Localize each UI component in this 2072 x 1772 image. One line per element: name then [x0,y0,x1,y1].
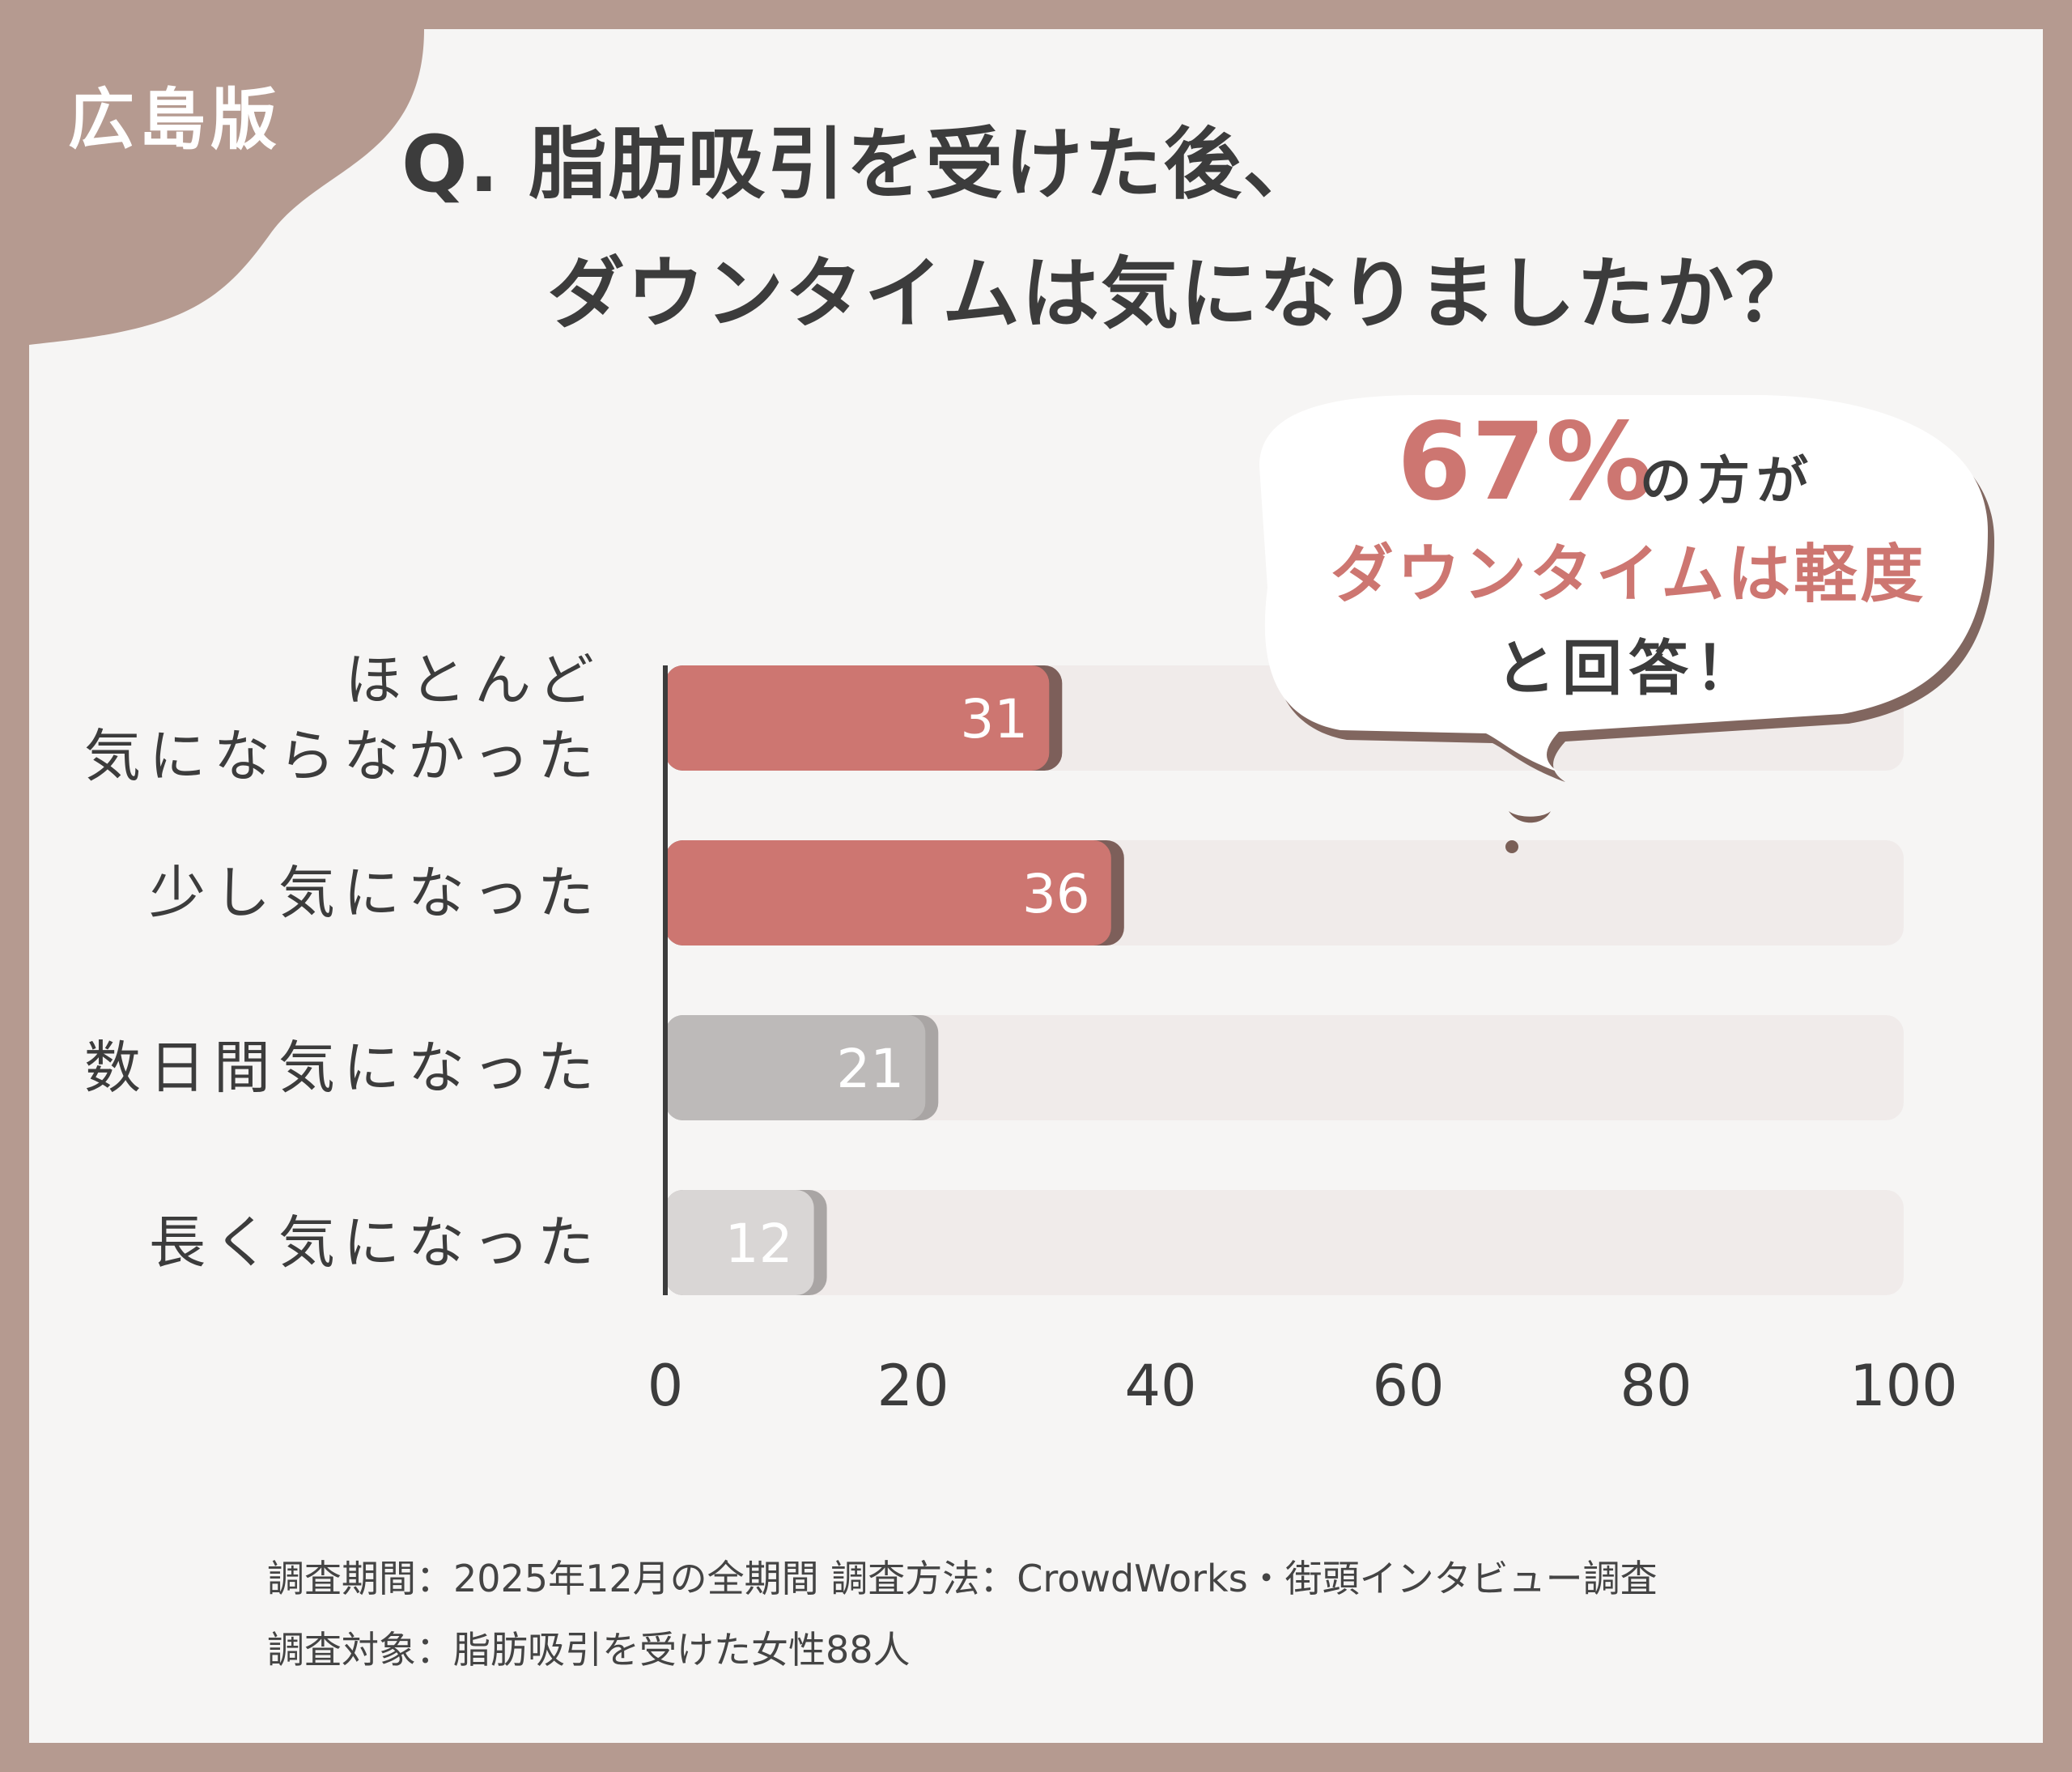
x-tick-label: 100 [1849,1353,1958,1419]
bar-track [665,1190,1904,1295]
x-tick-label: 0 [648,1353,684,1419]
footer-survey-period: 調査期間：2025年12月の全期間 調査方法：CrowdWorks・街頭インタビ… [267,1557,1658,1600]
bar-value-label: 12 [725,1213,793,1275]
category-label-line: ほとんど [345,647,602,713]
bar-value-label: 36 [1022,863,1090,925]
callout-bubble: 67% の方が ダウンタイムは軽度 と回答！ [1259,395,1994,853]
x-axis-ticks: 0 20 40 60 80 100 [648,1353,1958,1419]
bars: 31 36 21 12 [665,665,1124,1295]
category-label: ほとんど気にならなかった [84,642,602,794]
callout-tail: と回答！ [1496,634,1761,703]
bar-value-label: 21 [836,1038,904,1100]
callout-body [1259,395,1988,772]
category-label: 長く気になった [149,1205,602,1281]
category-label-line: 数日間気になった [84,1035,602,1101]
callout-dot [1505,840,1518,853]
category-label: 少し気になった [149,855,602,931]
x-tick-label: 60 [1372,1353,1444,1419]
card: 広島版 Q. 脂肪吸引を受けた後、 ダウンタイムは気になりましたか？ 31 36 2… [29,29,2043,1743]
bar-track [665,1015,1904,1120]
callout-highlight: ダウンタイムは軽度 [1331,538,1926,611]
x-tick-label: 80 [1620,1353,1692,1419]
bar [665,840,1111,945]
category-label-line: 少し気になった [149,860,602,926]
x-tick-label: 40 [1124,1353,1196,1419]
badge-text: 広島版 [68,82,282,159]
bar-value-label: 31 [960,688,1028,750]
chart: 広島版 Q. 脂肪吸引を受けた後、 ダウンタイムは気になりましたか？ 31 36 2… [29,29,1994,1419]
category-label-line: 気にならなかった [84,723,602,789]
x-tick-label: 20 [877,1353,949,1419]
bar [665,1190,814,1295]
badge-blob [29,29,424,345]
question-line-1: Q. 脂肪吸引を受けた後、 [401,119,1323,210]
category-label: 数日間気になった [84,1030,602,1106]
bar [665,1015,926,1120]
category-label-line: 長く気になった [149,1209,602,1276]
callout-suffix: の方が [1640,452,1815,512]
bar [665,665,1050,771]
callout-drip [1509,811,1551,823]
question-line-2: ダウンタイムは気になりましたか？ [547,249,1815,339]
footer-survey-target: 調査対象：脂肪吸引を受けた女性88人 [267,1628,911,1672]
callout-percent: 67% [1397,400,1653,525]
